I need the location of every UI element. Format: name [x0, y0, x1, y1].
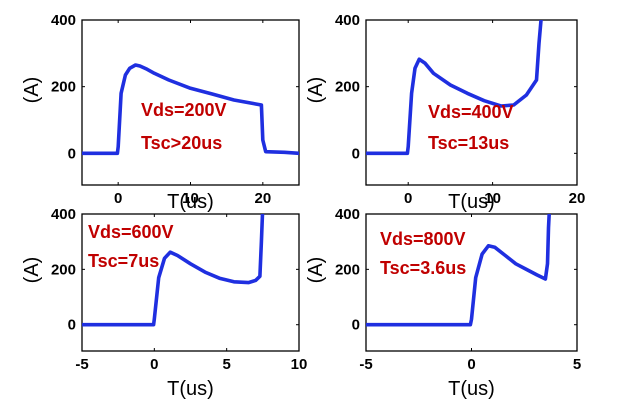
y-tick-label: 0: [352, 317, 360, 334]
x-tick-label: 0: [114, 190, 122, 207]
annotation-label: Vds=800V: [380, 229, 466, 249]
annotation-label: Tsc>20us: [141, 133, 222, 153]
annotation-label: Tsc=13us: [428, 133, 509, 153]
y-tick-label: 200: [335, 261, 360, 278]
axes-frame: [365, 19, 578, 186]
x-tick-label: 20: [254, 190, 271, 207]
current-waveform-line: [366, 20, 543, 156]
y-tick-label: 200: [335, 79, 360, 96]
x-tick-label: 10: [291, 356, 308, 373]
y-axis-label: (A): [21, 257, 43, 284]
x-tick-label: 5: [222, 356, 230, 373]
annotation-label: Tsc=3.6us: [380, 258, 466, 278]
x-tick-label: 20: [569, 190, 586, 207]
annotation-label: Vds=400V: [428, 102, 514, 122]
x-tick-label: 0: [150, 356, 158, 373]
y-tick-label: 200: [51, 261, 76, 278]
current-waveform-line: [82, 214, 265, 327]
annotation-label: Tsc=7us: [88, 251, 159, 271]
x-axis-label: T(us): [167, 191, 214, 213]
x-axis-label: T(us): [448, 191, 495, 213]
x-tick-label: 10: [182, 190, 199, 207]
y-tick-label: 400: [51, 206, 76, 223]
subplot-3: -5 0 5 10 0 200 400 T(us) (A) Vds=600V Tsc=7us: [21, 206, 307, 400]
current-waveform-line: [366, 214, 551, 327]
x-tick-label: 5: [573, 356, 581, 373]
x-tick-label: 0: [467, 356, 475, 373]
y-tick-label: 200: [51, 79, 76, 96]
y-tick-label: 400: [335, 12, 360, 29]
x-tick-label: 10: [484, 190, 501, 207]
x-tick-label: 0: [404, 190, 412, 207]
current-waveform-line: [82, 63, 299, 156]
annotation-label: Vds=600V: [88, 222, 174, 242]
y-tick-label: 400: [51, 12, 76, 29]
y-axis-label: (A): [305, 77, 327, 104]
annotation-label: Vds=200V: [141, 100, 227, 120]
y-axis-label: (A): [21, 77, 43, 104]
x-tick-label: -5: [75, 356, 88, 373]
x-tick-label: -5: [359, 356, 372, 373]
axes-frame: [81, 213, 300, 352]
x-axis-label: T(us): [167, 378, 214, 400]
y-tick-label: 0: [68, 317, 76, 334]
y-axis-label: (A): [305, 257, 327, 284]
y-tick-label: 0: [352, 145, 360, 162]
y-tick-label: 0: [68, 145, 76, 162]
x-axis-label: T(us): [448, 378, 495, 400]
subplot-4: -5 0 5 0 200 400 T(us) (A) Vds=800V Tsc=3.6us: [305, 206, 581, 400]
y-tick-label: 400: [335, 206, 360, 223]
